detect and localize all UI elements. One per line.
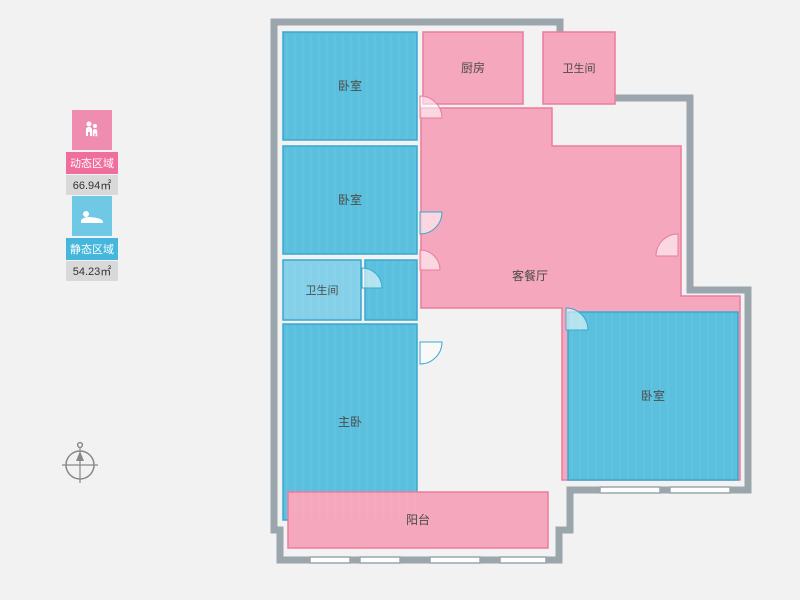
- window-tick-1: [360, 557, 400, 563]
- legend-title-static: 静态区域: [66, 238, 118, 260]
- legend-value-dynamic: 66.94㎡: [66, 175, 118, 195]
- window-tick-2: [430, 557, 480, 563]
- room-label-master: 主卧: [338, 415, 362, 429]
- people-icon: [72, 110, 112, 150]
- floorplan-canvas: 客餐厅卧室厨房卫生间卧室卫生间主卧卧室阳台: [0, 0, 800, 600]
- room-label-bedroom3: 卧室: [641, 388, 665, 403]
- door-arc-4: [420, 342, 442, 364]
- room-label-living: 客餐厅: [512, 268, 548, 283]
- room-hall_gap: [365, 260, 417, 320]
- legend-static: 静态区域54.23㎡: [66, 196, 118, 281]
- sleep-icon: [72, 196, 112, 236]
- room-label-bath1: 卫生间: [563, 61, 596, 75]
- room-label-balcony: 阳台: [406, 512, 430, 527]
- legend-title-dynamic: 动态区域: [66, 152, 118, 174]
- window-tick-4: [600, 487, 660, 493]
- room-label-bedroom1: 卧室: [338, 78, 362, 93]
- room-label-kitchen: 厨房: [461, 60, 485, 75]
- window-tick-0: [310, 557, 350, 563]
- window-tick-3: [500, 557, 546, 563]
- legend-value-static: 54.23㎡: [66, 261, 118, 281]
- window-tick-5: [670, 487, 730, 493]
- compass-icon: [62, 443, 98, 483]
- room-label-bath2: 卫生间: [306, 283, 339, 297]
- room-label-bedroom2: 卧室: [338, 192, 362, 207]
- legend-dynamic: 动态区域66.94㎡: [66, 110, 118, 195]
